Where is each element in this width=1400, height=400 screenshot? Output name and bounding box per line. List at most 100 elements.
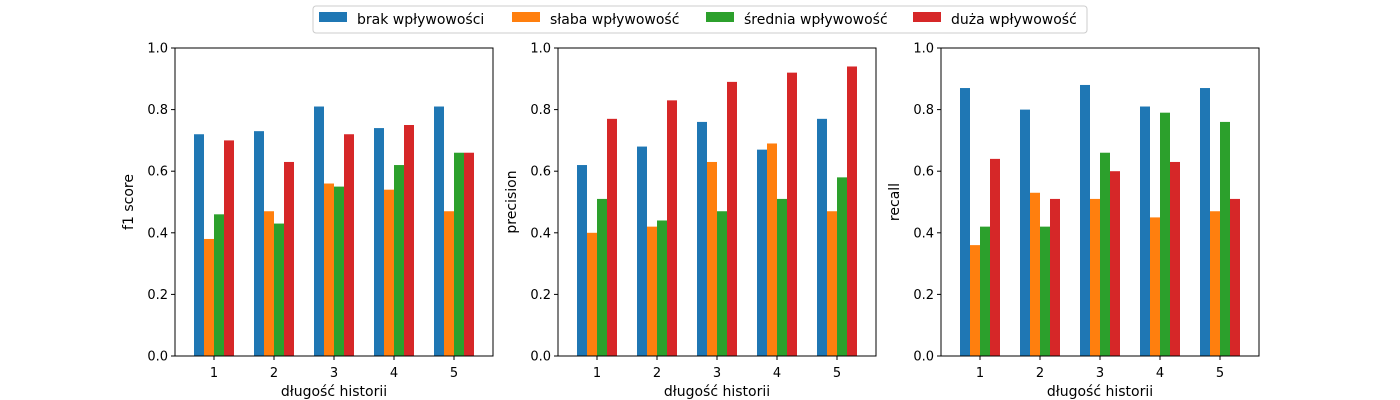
series-2	[587, 143, 837, 356]
bar	[757, 149, 767, 356]
y-tick-label: 0.0	[147, 350, 168, 365]
y-axis-label: f1 score	[121, 174, 137, 230]
bar	[837, 177, 847, 356]
legend-label: brak wpływowości	[357, 12, 484, 28]
x-tick-label: 4	[1156, 366, 1164, 381]
series-1	[577, 118, 827, 356]
bar	[394, 165, 404, 356]
x-axis-label: długość historii	[281, 384, 387, 400]
bar	[847, 66, 857, 356]
y-tick-label: 0.8	[913, 103, 934, 118]
bar	[1040, 226, 1050, 356]
bar	[970, 245, 980, 356]
bar	[1050, 198, 1060, 356]
bar	[404, 125, 414, 356]
y-tick-label: 0.6	[530, 165, 551, 180]
bar	[204, 238, 214, 356]
bar	[717, 211, 727, 356]
bar	[787, 72, 797, 356]
bar	[314, 106, 324, 357]
bar	[657, 220, 667, 356]
chart-panel-3: 0.0 0.2 0.4 0.6 0.8 1.0 1 2 3 4 5 długość historii r…	[887, 42, 1260, 400]
y-tick-label: 1.0	[530, 42, 551, 57]
bar	[344, 134, 354, 356]
bar	[1080, 84, 1090, 357]
bar	[214, 214, 224, 356]
legend-entry-4: duża wpływowość	[913, 12, 1077, 28]
chart-panel-2: 0.0 0.2 0.4 0.6 0.8 1.0 1 2 3 4 5 długość historii p…	[504, 42, 877, 400]
bar	[577, 165, 587, 356]
y-axis-label: precision	[504, 170, 520, 233]
legend-swatch	[319, 12, 347, 22]
legend-label: średnia wpływowość	[744, 12, 888, 28]
bar	[284, 161, 294, 356]
y-tick-label: 0.6	[147, 165, 168, 180]
bar	[607, 118, 617, 356]
x-tick-label: 1	[593, 366, 601, 381]
x-tick-label: 1	[976, 366, 984, 381]
x-axis-label: długość historii	[664, 384, 770, 400]
bar	[1090, 198, 1100, 356]
legend: brak wpływowości słaba wpływowość średnia …	[312, 5, 1088, 34]
bar	[264, 211, 274, 356]
y-tick-label: 0.4	[913, 226, 934, 241]
x-tick-label: 5	[1216, 366, 1224, 381]
y-tick-label: 0.8	[530, 103, 551, 118]
bar	[454, 152, 464, 356]
series-4	[224, 125, 474, 356]
bar	[1170, 161, 1180, 356]
bar	[434, 106, 444, 357]
x-tick-label: 3	[330, 366, 338, 381]
series-2	[204, 183, 454, 356]
series-1	[960, 84, 1210, 357]
chart-panels: 0.0 0.2 0.4 0.6 0.8 1.0 1 2 3 4 5 długość historii f…	[121, 42, 1260, 400]
bar	[777, 198, 787, 356]
bar	[1220, 121, 1230, 356]
series-4	[607, 66, 857, 356]
bar	[1140, 106, 1150, 357]
bar	[707, 161, 717, 356]
bar	[1200, 88, 1210, 356]
bar	[334, 186, 344, 356]
legend-label: duża wpływowość	[951, 12, 1077, 28]
x-tick-label: 5	[450, 366, 458, 381]
bar	[194, 134, 204, 356]
legend-entry-2: słaba wpływowość	[512, 12, 679, 28]
bar	[587, 232, 597, 356]
bar	[637, 146, 647, 356]
legend-box	[312, 5, 1088, 34]
bar	[1150, 217, 1160, 356]
bar	[444, 211, 454, 356]
bar	[254, 131, 264, 356]
y-tick-label: 0.2	[913, 288, 934, 303]
y-tick-label: 0.2	[530, 288, 551, 303]
series-2	[970, 192, 1220, 356]
x-tick-label: 3	[1096, 366, 1104, 381]
x-tick-label: 3	[713, 366, 721, 381]
series-4	[990, 158, 1240, 356]
bar	[980, 226, 990, 356]
series-3	[980, 112, 1230, 357]
x-tick-label: 5	[833, 366, 841, 381]
bar	[727, 81, 737, 356]
legend-swatch	[706, 12, 734, 22]
bar	[597, 198, 607, 356]
series-3	[597, 177, 847, 356]
bar	[1210, 211, 1220, 356]
y-tick-label: 0.8	[147, 103, 168, 118]
y-tick-label: 0.4	[530, 226, 551, 241]
y-tick-label: 0.2	[147, 288, 168, 303]
y-tick-label: 1.0	[913, 42, 934, 57]
bar	[1100, 152, 1110, 356]
legend-label: słaba wpływowość	[550, 12, 679, 28]
series-3	[214, 152, 464, 356]
bar	[667, 100, 677, 356]
bar	[817, 118, 827, 356]
y-tick-label: 0.6	[913, 165, 934, 180]
x-tick-label: 1	[210, 366, 218, 381]
bar	[324, 183, 334, 356]
bar	[1230, 198, 1240, 356]
bar	[697, 121, 707, 356]
chart-panel-1: 0.0 0.2 0.4 0.6 0.8 1.0 1 2 3 4 5 długość historii f…	[121, 42, 494, 400]
